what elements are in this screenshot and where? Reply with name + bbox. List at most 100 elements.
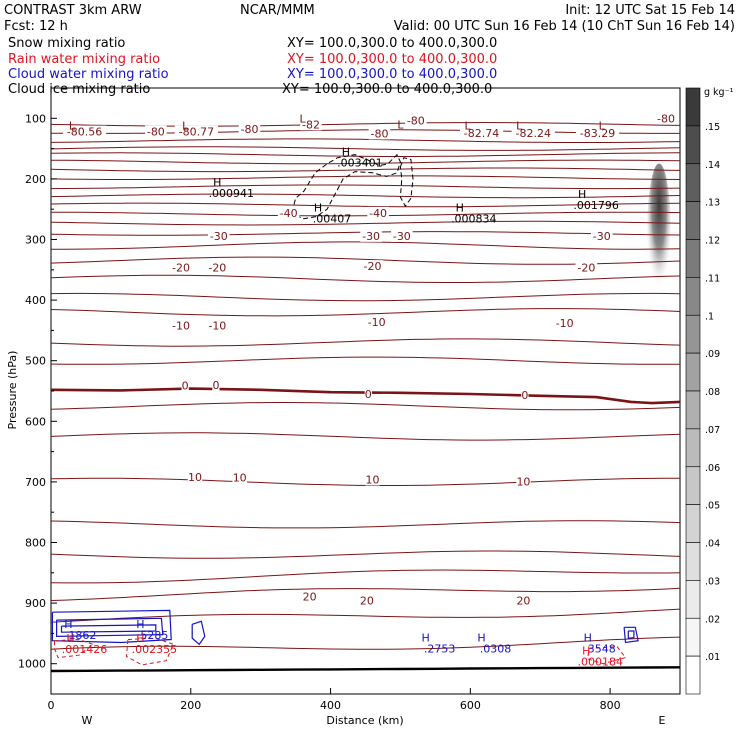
colorbar-tick-label: .02 bbox=[705, 614, 720, 625]
contour-label-background bbox=[238, 123, 261, 136]
x-tick-label: 600 bbox=[460, 699, 481, 712]
contour-label-background bbox=[365, 315, 388, 328]
header-right-1: Init: 12 UTC Sat 15 Feb 14 bbox=[565, 3, 735, 18]
isotherm-label: 10 bbox=[365, 473, 379, 486]
isotherm-label: 20 bbox=[516, 595, 530, 608]
isotherm-label: -80.56 bbox=[67, 126, 102, 139]
isotherm-label: 0 bbox=[182, 380, 189, 393]
isotherm-line bbox=[50, 308, 681, 317]
contour-label-background bbox=[170, 261, 192, 274]
contour-label-background bbox=[181, 379, 189, 392]
contour-label-background bbox=[300, 118, 322, 131]
colorbar-segment bbox=[685, 504, 701, 543]
maximum-H-mark: H bbox=[456, 201, 464, 214]
plot-area: -80.56 -80 -80.77 -80 -82 -80 -80 -82.74 -82.24 -… bbox=[50, 112, 681, 673]
contour-label-background bbox=[553, 317, 576, 330]
isotherm-line bbox=[50, 138, 681, 143]
colorbar-segment bbox=[685, 390, 701, 430]
snow-shading bbox=[647, 163, 672, 304]
y-tick-label: 500 bbox=[25, 355, 46, 368]
maximum-value-label: .000941 bbox=[209, 187, 255, 200]
cloud-ice-contour bbox=[399, 157, 414, 208]
isotherm-label: -30 bbox=[393, 230, 411, 243]
colorbar-unit: g kg⁻¹ bbox=[704, 87, 734, 98]
isotherm-line bbox=[50, 220, 681, 226]
maximum-value-label: .001426 bbox=[62, 643, 108, 656]
x-axis-east-label: E bbox=[659, 714, 666, 727]
x-tick-label: 200 bbox=[180, 699, 201, 712]
colorbar-segment bbox=[685, 617, 701, 657]
contour-label-background bbox=[391, 229, 413, 242]
isotherm-line bbox=[50, 167, 681, 173]
contour-label-background bbox=[511, 126, 555, 139]
isotherm-label: -30 bbox=[362, 230, 380, 243]
maximum-H-mark: H bbox=[584, 632, 592, 645]
contour-label-background bbox=[206, 319, 229, 332]
y-tick-label: 100 bbox=[25, 112, 46, 125]
isotherm-label: -82 bbox=[302, 118, 320, 131]
colorbar-tick-label: .04 bbox=[705, 539, 720, 550]
contour-label-background bbox=[516, 594, 531, 607]
maximum-value-label: .000184 bbox=[578, 655, 624, 668]
isotherm-label: -10 bbox=[368, 316, 386, 329]
rain-water-contour bbox=[54, 638, 94, 659]
cloud-water-contour bbox=[56, 617, 164, 638]
minimum-L-mark: L bbox=[599, 120, 606, 133]
isotherm-label: -20 bbox=[208, 261, 226, 274]
isotherm-label: -80 bbox=[407, 115, 425, 128]
contour-label-background bbox=[361, 260, 384, 273]
isotherm-line bbox=[50, 292, 681, 302]
colorbar-tick-label: .1 bbox=[705, 311, 714, 322]
isotherm-label: 20 bbox=[360, 595, 374, 608]
isotherm-label: -10 bbox=[172, 320, 190, 333]
y-tick-label: 900 bbox=[25, 597, 46, 610]
isotherm-line bbox=[50, 608, 681, 623]
header-center-1: NCAR/MMM bbox=[240, 3, 315, 18]
cloud-water-contour bbox=[627, 630, 635, 639]
contour-label-background bbox=[170, 319, 192, 332]
isotherm-line bbox=[50, 550, 681, 559]
y-tick-label: 800 bbox=[25, 537, 46, 550]
isotherm-label: 10 bbox=[233, 472, 247, 485]
colorbar-segment bbox=[685, 655, 701, 695]
contour-label-background bbox=[575, 261, 598, 274]
colorbar: .15 .14 .13 .12 .11 .1 .09 .08 .07 .06 .05 .04 .03 .0… bbox=[685, 87, 720, 695]
maximum-H-mark: H bbox=[342, 146, 350, 159]
header-left-1: CONTRAST 3km ARW bbox=[4, 3, 142, 18]
cloud-water-contour bbox=[191, 620, 206, 646]
minimum-L-mark: L bbox=[464, 120, 471, 133]
maximum-H-mark: H bbox=[421, 632, 429, 645]
contour-label-background bbox=[590, 229, 613, 242]
isotherm-label: 0 bbox=[521, 389, 528, 402]
maximum-value-label: .00407 bbox=[313, 212, 352, 225]
contour-label-background bbox=[516, 475, 531, 488]
maximum-H-mark: H bbox=[578, 188, 586, 201]
contour-label-background bbox=[302, 590, 317, 603]
field-label-rain: Rain water mixing ratio bbox=[8, 52, 160, 67]
field-label-snow: Snow mixing ratio bbox=[8, 36, 125, 51]
cloud-water-contour bbox=[60, 624, 157, 633]
colorbar-tick-label: .12 bbox=[705, 236, 720, 247]
field-label-cloud-ice: Cloud ice mixing ratio bbox=[8, 82, 150, 97]
minimum-L-mark: L bbox=[397, 118, 404, 131]
isotherm-line bbox=[50, 202, 681, 208]
contour-label-background bbox=[212, 378, 220, 391]
contour-label-background bbox=[459, 126, 504, 139]
colorbar-tick-label: .14 bbox=[705, 160, 720, 171]
maximum-value-label: .003401 bbox=[337, 157, 383, 170]
maximum-value-label: .001796 bbox=[573, 199, 619, 212]
isotherm-label: -80 bbox=[657, 112, 675, 125]
isotherm-line bbox=[50, 159, 681, 165]
isotherm-label: 0 bbox=[365, 388, 372, 401]
colorbar-tick-label: .13 bbox=[705, 198, 720, 209]
isotherm-label: -20 bbox=[172, 261, 190, 274]
maximum-value-label: .000834 bbox=[451, 212, 497, 225]
maximum-value-label: 3548 bbox=[588, 643, 616, 656]
isotherm-line bbox=[50, 402, 681, 411]
colorbar-tick-label: .07 bbox=[705, 425, 720, 436]
isotherm-line bbox=[50, 587, 681, 601]
isotherm-line bbox=[50, 184, 681, 190]
isotherm-label: -10 bbox=[208, 320, 226, 333]
contour-label-background bbox=[368, 127, 391, 140]
field-xy-rain: XY= 100.0,300.0 to 400.0,300.0 bbox=[287, 52, 497, 67]
